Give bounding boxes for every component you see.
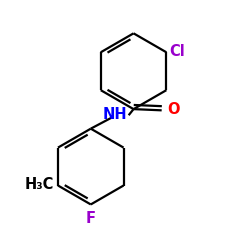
Text: O: O xyxy=(167,102,179,116)
Text: F: F xyxy=(86,210,96,226)
Text: Cl: Cl xyxy=(169,44,184,59)
Text: H₃C: H₃C xyxy=(25,177,54,192)
Text: NH: NH xyxy=(103,106,128,122)
